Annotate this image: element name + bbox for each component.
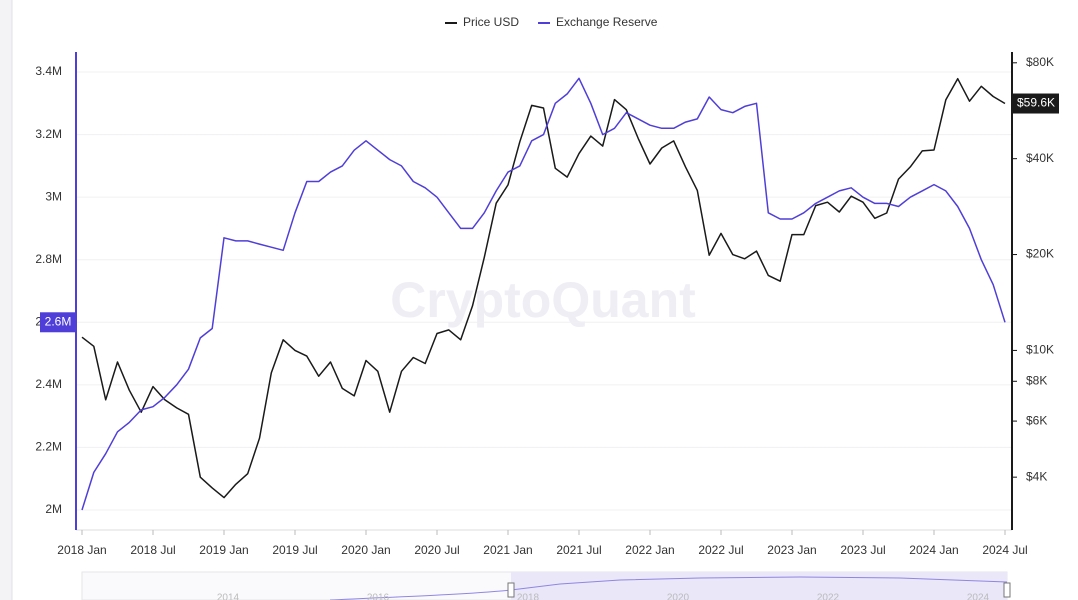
end-label: $59.6K [1017,96,1055,110]
end-badge [1013,93,1059,114]
y-tick-label: 2.8M [35,252,62,266]
navigator-window [511,572,1007,600]
x-tick-label: 2019 Jan [199,543,248,557]
y2-tick-label: $10K [1026,343,1054,357]
y-tick-label: 2.4M [35,377,62,391]
x-tick-label: 2021 Jan [483,543,532,557]
end-label: 2.6M [45,314,72,328]
end-badge [40,312,76,333]
x-tick-label: 2022 Jul [698,543,743,557]
x-tick-label: 2022 Jan [625,543,674,557]
series-line [81,77,1006,511]
y2-tick-label: $4K [1026,469,1047,483]
x-tick-label: 2023 Jul [840,543,885,557]
navigator-label: 2020 [667,593,690,600]
x-tick-label: 2024 Jan [909,543,958,557]
navigator-label: 2018 [517,593,540,600]
x-tick-label: 2018 Jul [130,543,175,557]
navigator-label: 2022 [817,593,840,600]
x-tick-label: 2019 Jul [272,543,317,557]
navigator-label: 2024 [967,593,990,600]
navigator-label: 2016 [367,593,390,600]
x-tick-label: 2024 Jul [982,543,1027,557]
x-tick-label: 2020 Jul [414,543,459,557]
navigator-handle[interactable] [507,582,515,598]
navigator-handle[interactable] [1003,582,1011,598]
y-tick-label: 3.2M [35,127,62,141]
side-panel [0,0,12,600]
y2-tick-label: $20K [1026,247,1054,261]
navigator-labels: 2014 2016 2018 2020 2022 2024 [217,593,990,600]
navigator-label: 2014 [217,593,240,600]
x-tick-label: 2018 Jan [57,543,106,557]
y2-tick-label: $8K [1026,373,1047,387]
y2-tick-label: $80K [1026,55,1054,69]
series-line [81,77,1006,499]
x-tick-label: 2023 Jan [767,543,816,557]
y2-tick-label: $6K [1026,413,1047,427]
x-tick-label: 2020 Jan [341,543,390,557]
legend: Price USD Exchange Reserve [445,15,658,29]
legend-label: Price USD [463,15,519,29]
y-tick-label: 2M [45,502,62,516]
legend-label: Exchange Reserve [556,15,658,29]
y-tick-label: 2.2M [35,440,62,454]
y2-tick-label: $40K [1026,151,1054,165]
x-tick-label: 2021 Jul [556,543,601,557]
y-tick-label: 3M [45,189,62,203]
navigator-line [329,576,1008,600]
watermark: CryptoQuant [390,272,696,328]
y-tick-label: 3.4M [35,64,62,78]
